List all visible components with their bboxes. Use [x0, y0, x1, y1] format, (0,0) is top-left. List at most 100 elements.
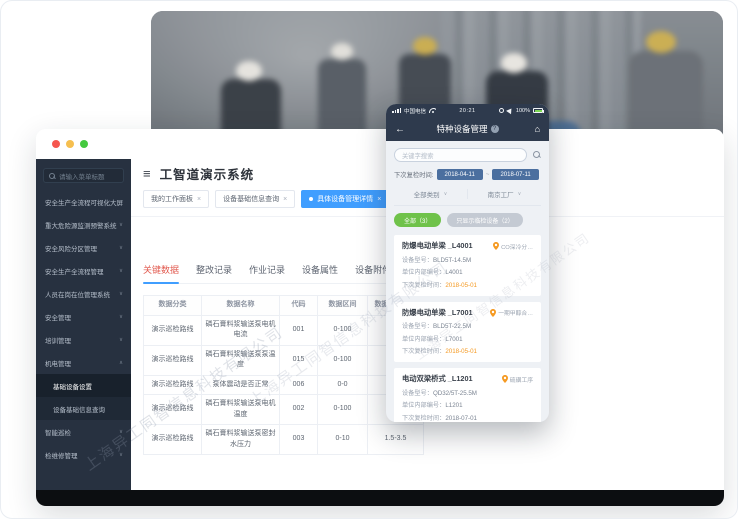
tab-device-attributes[interactable]: 设备属性	[302, 265, 339, 275]
sidebar-item-label: 智能巡检	[45, 429, 71, 437]
sidebar-item-visual-screen[interactable]: 安全生产全流程可视化大屏	[36, 190, 131, 213]
zoom-window-button[interactable]	[80, 140, 88, 148]
sidebar-item-smart-inspection[interactable]: 智能巡检 ∨	[36, 420, 131, 443]
close-window-button[interactable]	[52, 140, 60, 148]
tab-chip-bar: 我的工作面板 × 设备基础信息查询 × 具体设备管理详情 ×	[131, 185, 724, 217]
table-cell: 003	[279, 424, 318, 455]
select-filter-row: 全部类别 ∨ 南京工厂 ∨	[394, 186, 541, 206]
phone-page-title: 特种设备管理 ?	[409, 123, 526, 135]
date-to-button[interactable]: 2018-07-11	[492, 169, 539, 180]
sidebar-item-safety-process[interactable]: 安全生产全流程管理 ∨	[36, 259, 131, 282]
tab-device-attachments[interactable]: 设备附件	[355, 265, 392, 275]
sidebar-item-training[interactable]: 培训管理 ∨	[36, 328, 131, 351]
table-row[interactable]: 演示巡检路线 泵体震动是否正常 006 0-0 0-0	[143, 374, 424, 395]
device-card[interactable]: 电动双梁桥式 _L1201 硫磺工序 设备型号：QD32/5T-25.5M 单位…	[394, 368, 541, 422]
tab-key-data[interactable]: 关键数据	[143, 265, 180, 284]
sidebar-item-maintenance[interactable]: 检维修管理 ∨	[36, 443, 131, 466]
device-title: 电动双梁桥式 _L1201	[402, 374, 473, 383]
phone-body: 关键字搜索 下次复检时间: 2018-04-11 ~ 2018-07-11 全部…	[386, 141, 549, 422]
table-cell: 演示巡检路线	[143, 344, 202, 376]
table-cell: 1.5-3.5	[367, 424, 424, 455]
tab-rectification[interactable]: 整改记录	[196, 265, 233, 275]
date-filter-label: 下次复检时间:	[394, 172, 434, 179]
sidebar-item-risk-zoning[interactable]: 安全风险分区管理 ∨	[36, 236, 131, 259]
tab-chip-device-detail[interactable]: 具体设备管理详情 ×	[301, 190, 390, 208]
map-pin-icon	[493, 242, 500, 250]
chip-due-only[interactable]: 只显示临检设备（2）	[447, 213, 523, 227]
close-icon[interactable]: ×	[283, 195, 288, 203]
chevron-down-icon: ∨	[118, 267, 123, 274]
device-location: CO深冷分…	[493, 242, 533, 251]
tab-chip-workbench[interactable]: 我的工作面板 ×	[143, 190, 210, 208]
code-label: 单位内部编号：	[402, 269, 446, 276]
back-icon[interactable]: ←	[395, 123, 405, 135]
help-icon[interactable]: ?	[490, 125, 499, 133]
tab-work-records[interactable]: 作业记录	[249, 265, 286, 275]
minimize-window-button[interactable]	[66, 140, 74, 148]
table-row[interactable]: 演示巡检路线 磷石膏料浆输送泵泵温度 015 0-100 0-65	[143, 344, 424, 376]
search-icon[interactable]	[533, 151, 541, 159]
sidebar-item-basic-device-setup[interactable]: 基础设备设置	[36, 374, 131, 397]
date-filter-row: 下次复检时间: 2018-04-11 ~ 2018-07-11	[394, 169, 541, 180]
table-header-cell: 数据名称	[201, 295, 280, 316]
device-card[interactable]: 防爆电动单梁 _L4001 CO深冷分… 设备型号：BLD5T-14.5M 单位…	[394, 235, 541, 296]
status-time: 20:21	[459, 107, 476, 114]
factory-select[interactable]: 南京工厂 ∨	[467, 189, 541, 199]
photo-helmet	[413, 37, 437, 55]
phone-title-label: 特种设备管理	[436, 124, 488, 134]
date-from-button[interactable]: 2018-04-11	[436, 169, 483, 180]
sidebar-item-electromechanical[interactable]: 机电管理 ∧	[36, 351, 131, 374]
sidebar-item-hazard-monitoring[interactable]: 重大危险源监测预警系统 ∨	[36, 213, 131, 236]
chip-all[interactable]: 全部（3）	[394, 213, 442, 227]
table-row[interactable]: 演示巡检路线 磷石膏料浆输送泵电机温度 002 0-100 0-85	[143, 394, 424, 425]
table-row[interactable]: 演示巡检路线 磷石膏料浆输送泵密封水压力 003 0-10 1.5-3.5	[143, 424, 424, 455]
table-cell: 006	[279, 374, 318, 395]
sidebar-item-label: 安全生产全流程管理	[45, 268, 104, 276]
sidebar-item-personnel[interactable]: 人员在岗在位管理系统 ∨	[36, 282, 131, 305]
next-inspection-label: 下次复检时间：	[402, 281, 446, 289]
table-cell: 磷石膏料浆输送泵电机电流	[201, 314, 280, 346]
device-location-label: 一期甲醇合…	[498, 311, 533, 317]
table-cell: 演示巡检路线	[143, 394, 202, 425]
main-header: ≡ 工智道演示系统	[131, 159, 724, 185]
factory-select-value: 南京工厂	[487, 192, 514, 199]
sidebar-search-input[interactable]: 请输入菜单标题	[43, 168, 124, 183]
code-label: 单位内部编号：	[402, 335, 446, 343]
photo-helmet	[331, 43, 353, 60]
next-inspection-value: 2018-05-01	[445, 348, 477, 355]
tab-chip-label: 我的工作面板	[151, 196, 193, 203]
sidebar: 请输入菜单标题 安全生产全流程可视化大屏 重大危险源监测预警系统 ∨ 安全风险分…	[36, 159, 131, 490]
next-inspection-label: 下次复检时间：	[402, 348, 446, 355]
search-input[interactable]: 关键字搜索	[394, 148, 527, 162]
wifi-icon	[429, 108, 437, 113]
table-cell: 0-10	[317, 424, 368, 455]
sidebar-item-label: 培训管理	[45, 337, 71, 345]
map-pin-icon	[490, 308, 497, 317]
close-icon[interactable]: ×	[197, 195, 202, 203]
close-icon[interactable]: ×	[377, 195, 382, 203]
chevron-down-icon: ∨	[118, 290, 123, 297]
home-icon[interactable]: ⌂	[534, 124, 540, 134]
chevron-down-icon: ∨	[118, 428, 123, 435]
sidebar-item-safety-mgmt[interactable]: 安全管理 ∨	[36, 305, 131, 328]
tab-chip-label: 具体设备管理详情	[317, 196, 374, 203]
sidebar-item-label: 机电管理	[45, 360, 71, 368]
tab-chip-device-query[interactable]: 设备基础信息查询 ×	[215, 190, 296, 208]
table-row[interactable]: 演示巡检路线 磷石膏料浆输送泵电机电流 001 0-100 22-58	[143, 314, 424, 346]
chevron-down-icon: ∨	[517, 191, 522, 197]
device-location: 硫磺工序	[501, 375, 533, 384]
battery-percent: 100%	[515, 107, 530, 114]
sidebar-item-device-info-query[interactable]: 设备基础信息查询	[36, 397, 131, 420]
location-arrow-icon	[506, 106, 514, 115]
device-card[interactable]: 防爆电动单梁 _L7001 一期甲醇合… 设备型号：BLD5T-22.5M 单位…	[394, 301, 541, 362]
phone-status-bar: 中国电信 20:21 100%	[386, 104, 549, 117]
table-cell: 泵体震动是否正常	[201, 374, 280, 395]
sidebar-item-label: 人员在岗在位管理系统	[45, 291, 110, 299]
code-label: 单位内部编号：	[402, 402, 446, 409]
category-select[interactable]: 全部类别 ∨	[394, 189, 467, 199]
page-title: 工智道演示系统	[159, 168, 255, 182]
table-cell: 015	[279, 344, 318, 376]
hamburger-icon[interactable]: ≡	[143, 166, 151, 181]
sidebar-item-label: 检维修管理	[45, 452, 78, 460]
model-value: BLD5T-22.5M	[432, 323, 472, 330]
